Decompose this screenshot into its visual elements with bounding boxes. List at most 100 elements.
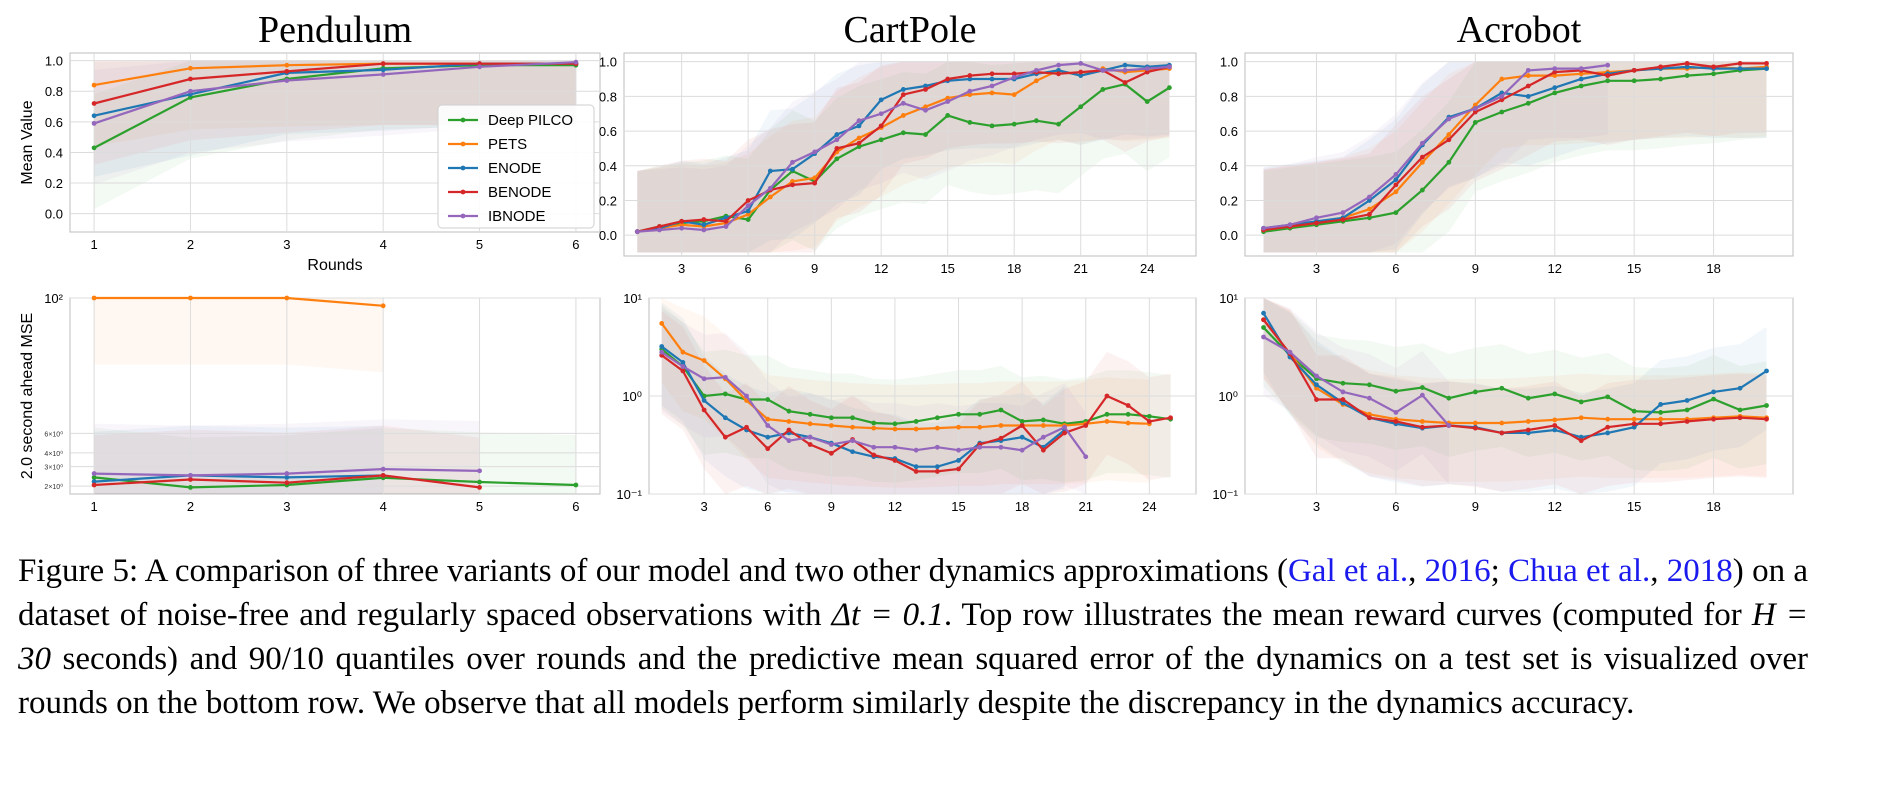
data-point [1658,410,1664,415]
x-tick-label: 18 [1706,261,1720,276]
y-tick-label: 1.0 [1220,55,1238,70]
x-tick-label: 3 [701,499,708,514]
legend-label: BENODE [488,184,551,201]
x-tick-label: 4 [380,237,387,252]
citation-year-link[interactable]: 2016 [1424,553,1491,589]
data-point [1684,61,1690,66]
data-point [1578,76,1584,82]
y-tick-label: 10⁰ [622,389,642,404]
data-point [1472,106,1478,111]
data-point [934,464,940,470]
x-tick-label: 9 [1472,499,1479,514]
series-line-enode [94,474,384,483]
data-point [1711,71,1716,77]
citation-link[interactable]: Gal et al. [1287,553,1409,589]
data-point [1011,92,1017,98]
citation-year-link[interactable]: 2018 [1666,553,1733,589]
data-point [1019,419,1025,424]
data-point [1605,73,1611,78]
data-point [856,123,862,129]
data-point [284,68,290,74]
x-tick-label: 21 [1073,261,1087,276]
data-point [1737,407,1743,413]
data-point [1472,109,1478,115]
data-point [1605,416,1611,422]
data-point [1631,421,1637,427]
data-point [679,218,685,224]
data-point [1631,424,1637,430]
data-point [1446,137,1452,143]
chart-panel-top-middle: 3 6 9 12 15 18 21 24 0.0 0.2 0.4 0.6 0.8 1.0 CartPole [599,9,1197,276]
y-tick-label: 10⁻¹ [616,487,642,502]
data-point [1146,413,1152,419]
data-point [1287,222,1293,228]
y-axis-label: Mean Value [19,100,36,184]
quantile-band-pets [637,61,1170,253]
series-line-ibnode [1262,336,1450,427]
data-point [1419,419,1425,424]
x-tick-label: 15 [951,499,965,514]
legend-label: PETS [488,136,527,153]
data-point [1011,74,1017,80]
quantile-band-enode [661,302,1065,494]
x-tick-label: 6 [572,237,579,252]
data-point [812,149,818,155]
data-point [380,67,386,73]
data-point [900,130,906,136]
data-point [1525,427,1531,433]
y-tick-label: 10² [44,291,63,306]
data-point [284,78,290,83]
y-tick-label: 6×10⁰ [44,430,63,438]
data-point [998,423,1004,428]
data-point [573,482,579,488]
data-point [1393,388,1399,394]
x-tick-label: 15 [1627,261,1641,276]
x-tick-label: 3 [678,261,685,276]
data-point [856,144,862,150]
data-point [1033,67,1039,73]
data-point [1340,389,1346,395]
data-point [786,427,792,433]
data-point [1144,69,1150,75]
y-tick-label: 0.0 [45,207,63,222]
data-point [1125,420,1131,426]
data-point [1711,416,1716,422]
data-point [967,120,973,125]
citation-link[interactable]: Chua et al. [1508,553,1651,589]
data-point [657,224,662,229]
caption-math: Δt = 0.1 [831,597,944,633]
data-point [1737,61,1743,66]
data-point [850,438,855,444]
y-tick-label: 0.2 [45,176,63,191]
data-point [1146,419,1152,424]
data-point [1011,121,1017,127]
data-point [1393,177,1399,183]
data-point [1367,211,1372,217]
data-point [828,442,834,447]
quantile-band-enode [1263,61,1767,253]
panel-title: CartPole [844,9,977,51]
data-point [790,159,795,165]
x-tick-label: 24 [1140,261,1154,276]
y-tick-label: 10⁻¹ [1212,487,1238,502]
data-point [1578,434,1584,440]
data-point [1578,399,1584,405]
data-point [1040,423,1046,428]
data-point [701,227,707,233]
data-point [1419,392,1425,398]
data-point [1472,420,1478,426]
data-point [923,87,928,92]
x-tick-label: 9 [1472,261,1479,276]
data-point [1104,393,1110,399]
data-point [998,444,1004,450]
legend-label: ENODE [488,160,541,177]
data-point [1062,424,1067,430]
caption-text: ; [1490,553,1509,589]
caption-text: Figure 5: A comparison of three variants… [18,553,1288,589]
data-point [188,88,193,94]
data-point [744,393,749,399]
legend-marker [460,189,466,195]
data-point [850,415,855,421]
quantile-band-benode [94,60,576,165]
quantile-band-deep-pilco [1263,298,1767,472]
